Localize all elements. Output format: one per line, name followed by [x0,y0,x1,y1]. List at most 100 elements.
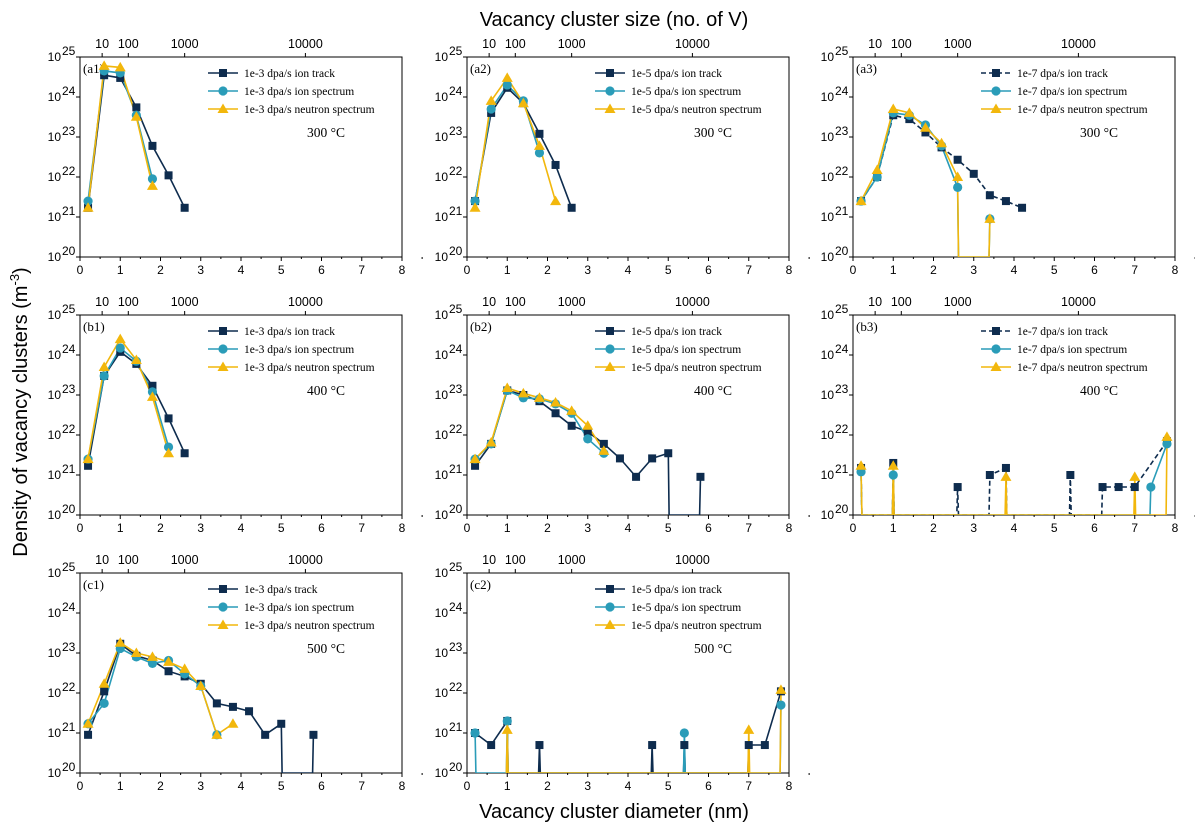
data-point [82,453,94,464]
data-point [180,203,189,212]
y-tick-exponent: 25 [62,560,76,574]
y-tick-label: 10 [48,210,62,224]
y-tick-exponent: 22 [835,422,849,436]
data-point [147,658,158,668]
plot-area [860,108,1023,257]
y-tick-exponent: 20 [62,760,76,774]
data-point [985,471,994,479]
y-tick-label: 10 [48,766,62,780]
data-point [535,129,544,138]
top-tick-label: 100 [118,37,139,51]
top-tick-label: 10000 [675,553,710,567]
y-tick-label: 10 [821,250,835,264]
x-tick-label: 1 [117,779,124,793]
data-point [583,434,593,444]
data-point [919,122,931,132]
top-tick-label: 10 [95,37,109,51]
y-tick-exponent: 23 [449,640,463,654]
data-point [115,343,125,353]
data-point [130,111,142,121]
data-point [98,361,110,372]
x-tick-label: 7 [745,521,752,535]
x-tick-label: 7 [358,263,365,277]
data-point [502,80,512,90]
data-point [517,387,529,398]
y-tick-label: 10 [48,348,62,362]
bottom-axis-title: Vacancy cluster diameter (nm) [479,801,749,823]
y-tick-label: 10 [435,210,449,224]
plot-area [860,436,1168,515]
y-tick-label: 10 [821,388,835,402]
legend-marker [605,602,615,612]
y-tick-label: 10 [435,606,449,620]
temperature-label: 400 °C [307,383,345,398]
panel-label: (b1) [83,319,105,334]
y-tick-label: 10 [435,766,449,780]
x-tick-label: 3 [970,521,977,535]
top-tick-label: 1000 [558,37,586,51]
x-tick-label: 2 [544,263,551,277]
y-tick-exponent: 24 [62,84,76,98]
y-tick-exponent: 20 [62,244,76,258]
data-point [648,741,657,750]
data-point [985,191,994,200]
x-tick-label: 4 [625,779,632,793]
x-tick-label: 6 [318,779,325,793]
temperature-label: 300 °C [694,125,732,140]
x-tick-label: 2 [544,779,551,793]
legend-label: 1e-3 dpa/s neutron spectrum [244,104,375,116]
panel-label: (a2) [470,61,491,76]
x-tick-label: 8 [1172,263,1179,277]
temperature-label: 500 °C [694,641,732,656]
x-tick-label: 5 [278,779,285,793]
x-tick-label: 8 [1172,521,1179,535]
y-tick-label: 10 [435,50,449,64]
series-line [87,641,234,737]
data-point [195,680,207,690]
y-tick-exponent: 23 [62,640,76,654]
panel-label: (c2) [470,577,491,592]
data-point [114,61,126,72]
data-point [615,454,624,463]
series-line [87,65,154,208]
data-point [114,333,126,344]
data-point [533,392,545,402]
legend-label: 1e-3 dpa/s ion track [244,68,335,80]
data-point [163,656,175,666]
top-tick-label: 100 [891,295,912,309]
y-tick-exponent: 22 [449,680,463,694]
data-point [984,213,996,223]
y-tick-exponent: 24 [449,84,463,98]
data-point [132,103,141,112]
data-point [1129,471,1141,481]
data-point [1114,483,1123,492]
data-point [99,371,109,381]
series-line [87,74,186,209]
data-point [211,729,223,739]
data-point [969,169,978,178]
y-tick-exponent: 22 [62,164,76,178]
x-tick-label: 0 [464,779,471,793]
x-tick-label: 3 [584,263,591,277]
data-point [744,741,753,750]
y-tick-exponent: 25 [835,44,849,58]
data-point [501,72,513,82]
series-line [87,70,154,202]
x-tick-label: 4 [238,521,245,535]
data-point [82,202,94,212]
y-tick-label: 10 [48,388,62,402]
data-point [582,420,594,430]
data-point [99,698,109,708]
temperature-label: 400 °C [694,383,732,398]
y-tick-exponent: 24 [62,600,76,614]
top-tick-label: 10 [868,37,882,51]
x-tick-label: 8 [786,779,793,793]
y-tick-exponent: 21 [449,720,463,734]
y-tick-label: 10 [821,50,835,64]
plot-area [87,65,186,209]
y-tick-label: 10 [435,308,449,322]
top-tick-label: 100 [891,37,912,51]
